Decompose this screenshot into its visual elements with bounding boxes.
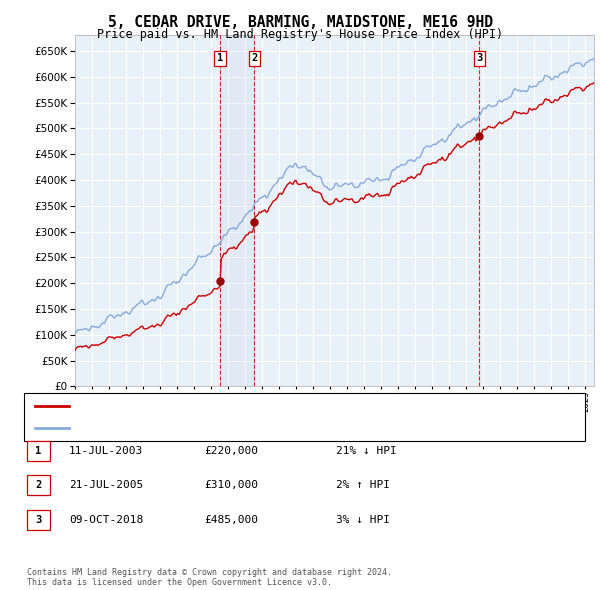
Text: HPI: Average price, detached house, Maidstone: HPI: Average price, detached house, Maid… bbox=[76, 423, 341, 433]
Bar bbox=[220, 35, 254, 386]
Text: 21-JUL-2005: 21-JUL-2005 bbox=[69, 480, 143, 490]
Text: 3: 3 bbox=[35, 514, 41, 525]
Text: £485,000: £485,000 bbox=[204, 514, 258, 525]
Text: 09-OCT-2018: 09-OCT-2018 bbox=[69, 514, 143, 525]
Text: This data is licensed under the Open Government Licence v3.0.: This data is licensed under the Open Gov… bbox=[27, 578, 332, 587]
Text: 1: 1 bbox=[217, 53, 223, 63]
Text: Contains HM Land Registry data © Crown copyright and database right 2024.: Contains HM Land Registry data © Crown c… bbox=[27, 568, 392, 577]
Text: £310,000: £310,000 bbox=[204, 480, 258, 490]
Text: 3% ↓ HPI: 3% ↓ HPI bbox=[336, 514, 390, 525]
Text: Price paid vs. HM Land Registry's House Price Index (HPI): Price paid vs. HM Land Registry's House … bbox=[97, 28, 503, 41]
Text: 21% ↓ HPI: 21% ↓ HPI bbox=[336, 446, 397, 456]
Text: 2: 2 bbox=[251, 53, 257, 63]
Text: 2% ↑ HPI: 2% ↑ HPI bbox=[336, 480, 390, 490]
Text: 11-JUL-2003: 11-JUL-2003 bbox=[69, 446, 143, 456]
Text: 5, CEDAR DRIVE, BARMING, MAIDSTONE, ME16 9HD: 5, CEDAR DRIVE, BARMING, MAIDSTONE, ME16… bbox=[107, 15, 493, 30]
Text: 5, CEDAR DRIVE, BARMING, MAIDSTONE, ME16 9HD (detached house): 5, CEDAR DRIVE, BARMING, MAIDSTONE, ME16… bbox=[76, 401, 434, 411]
Text: £220,000: £220,000 bbox=[204, 446, 258, 456]
Text: 2: 2 bbox=[35, 480, 41, 490]
Text: 3: 3 bbox=[476, 53, 482, 63]
Text: 1: 1 bbox=[35, 446, 41, 456]
